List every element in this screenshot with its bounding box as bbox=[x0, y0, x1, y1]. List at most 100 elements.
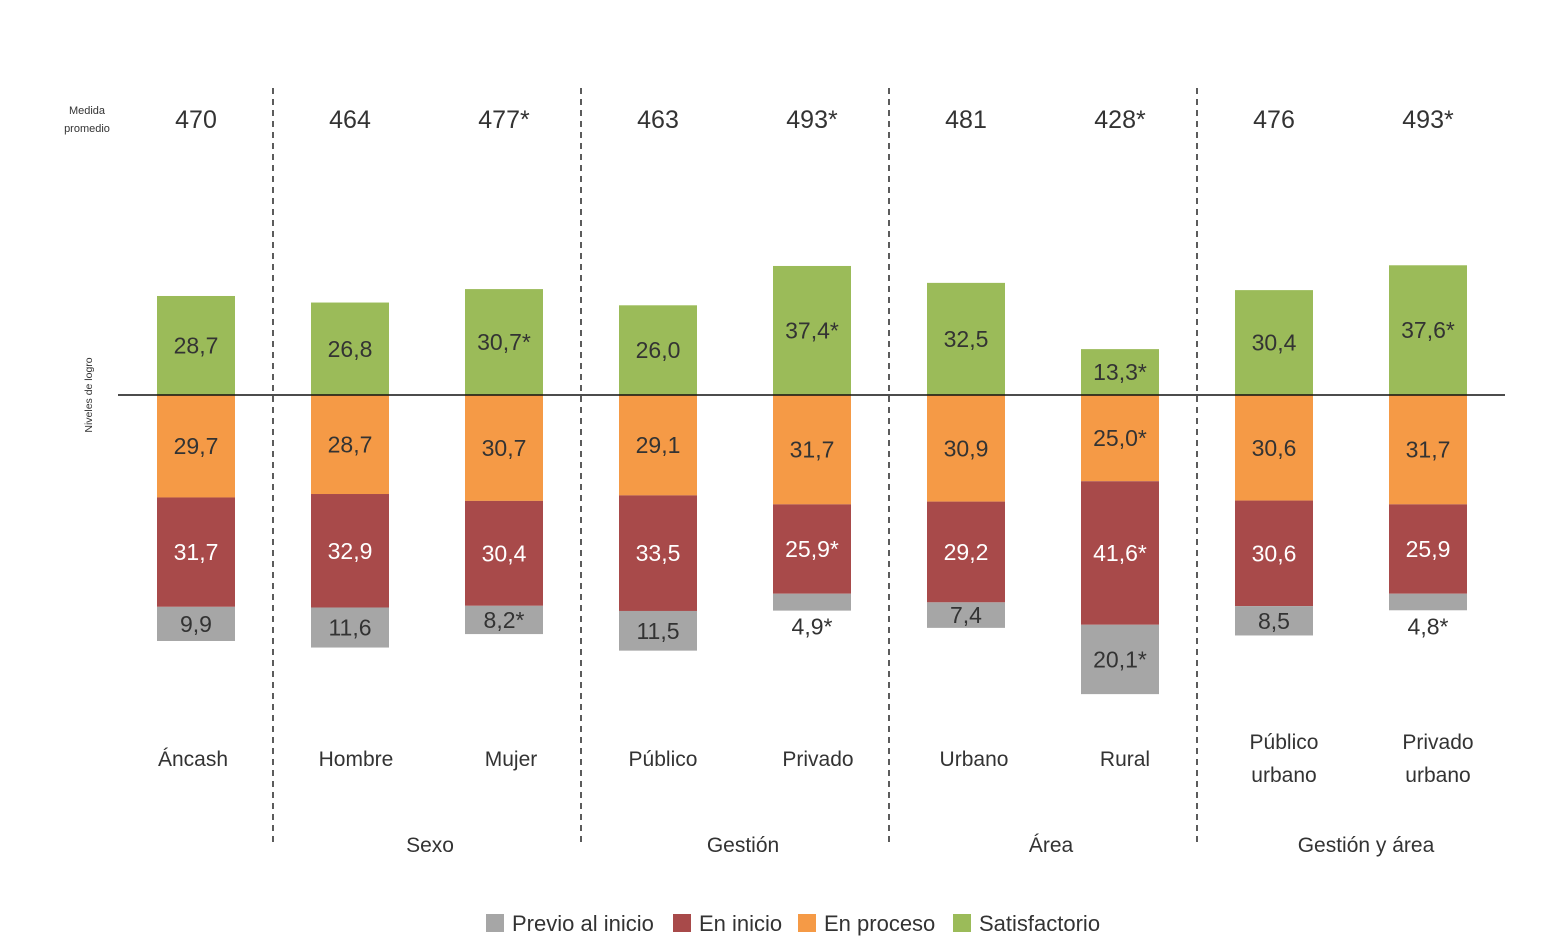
bar-satisfactorio bbox=[773, 265, 851, 395]
bar-label-satisfactorio: 30,7* bbox=[477, 329, 531, 355]
mean-score-value: 470 bbox=[175, 106, 217, 134]
bar-en-proceso bbox=[465, 395, 543, 501]
category-label: Áncash bbox=[158, 748, 228, 771]
category-label: Urbano bbox=[940, 748, 1009, 771]
bar-previo-al-inicio bbox=[465, 605, 543, 635]
bar-label-en-proceso: 31,7 bbox=[790, 437, 835, 463]
bar-label-previo-al-inicio: 7,4 bbox=[950, 602, 982, 628]
category-label: urbano bbox=[1251, 764, 1316, 787]
bar-satisfactorio bbox=[157, 295, 235, 395]
bar-en-inicio bbox=[927, 501, 1005, 603]
bar-label-satisfactorio: 26,0 bbox=[636, 337, 681, 363]
bar-en-proceso bbox=[1235, 395, 1313, 501]
mean-score-value: 481 bbox=[945, 106, 987, 134]
bar-satisfactorio bbox=[311, 302, 389, 395]
group-label: Gestión bbox=[707, 834, 779, 857]
mean-score-value: 493* bbox=[1402, 106, 1454, 134]
bar-satisfactorio bbox=[1235, 290, 1313, 395]
bar-previo-al-inicio bbox=[311, 607, 389, 648]
bar-label-en-proceso: 29,1 bbox=[636, 432, 681, 458]
bar-label-satisfactorio: 37,4* bbox=[785, 317, 839, 343]
category-label: Rural bbox=[1100, 748, 1150, 771]
bar-label-en-proceso: 30,9 bbox=[944, 435, 989, 461]
bar-en-proceso bbox=[619, 395, 697, 496]
bar-en-inicio bbox=[1081, 481, 1159, 625]
bar-en-inicio bbox=[157, 497, 235, 607]
bar-en-inicio bbox=[311, 494, 389, 608]
bar-en-inicio bbox=[773, 504, 851, 594]
bar-label-previo-al-inicio: 4,8* bbox=[1408, 613, 1449, 639]
bar-en-inicio bbox=[1235, 500, 1313, 607]
bar-en-inicio bbox=[465, 500, 543, 606]
mean-score-value: 428* bbox=[1094, 106, 1146, 134]
bar-label-previo-al-inicio: 8,2* bbox=[484, 607, 525, 633]
bar-satisfactorio bbox=[1081, 349, 1159, 395]
bar-satisfactorio bbox=[619, 305, 697, 395]
category-label: Privado bbox=[1402, 731, 1473, 754]
bar-label-en-inicio: 41,6* bbox=[1093, 540, 1147, 566]
bar-label-satisfactorio: 30,4 bbox=[1252, 330, 1297, 356]
mean-score-value: 476 bbox=[1253, 106, 1295, 134]
legend-label: En inicio bbox=[699, 911, 782, 936]
bar-label-en-inicio: 25,9 bbox=[1406, 536, 1451, 562]
bar-label-previo-al-inicio: 20,1* bbox=[1093, 646, 1147, 672]
mean-score-value: 477* bbox=[478, 106, 530, 134]
bar-label-en-proceso: 30,6 bbox=[1252, 435, 1297, 461]
bar-previo-al-inicio bbox=[619, 610, 697, 651]
bar-label-satisfactorio: 28,7 bbox=[174, 332, 219, 358]
bar-satisfactorio bbox=[465, 289, 543, 395]
bar-label-en-inicio: 33,5 bbox=[636, 540, 681, 566]
bar-en-proceso bbox=[1081, 395, 1159, 482]
bar-label-satisfactorio: 37,6* bbox=[1401, 317, 1455, 343]
mean-score-value: 463 bbox=[637, 106, 679, 134]
bar-en-inicio bbox=[1389, 504, 1467, 594]
legend-label: Satisfactorio bbox=[979, 911, 1100, 936]
bar-en-proceso bbox=[773, 395, 851, 505]
bar-en-inicio bbox=[619, 495, 697, 611]
bar-label-en-inicio: 29,2 bbox=[944, 539, 989, 565]
bar-previo-al-inicio bbox=[927, 602, 1005, 628]
category-label: urbano bbox=[1405, 764, 1470, 787]
bar-label-satisfactorio: 32,5 bbox=[944, 326, 989, 352]
legend-swatch bbox=[953, 914, 971, 932]
category-label: Público bbox=[1250, 731, 1319, 754]
mean-score-value: 464 bbox=[329, 106, 371, 134]
legend-swatch bbox=[798, 914, 816, 932]
bar-label-previo-al-inicio: 8,5 bbox=[1258, 608, 1290, 634]
category-label: Mujer bbox=[485, 748, 538, 771]
bar-label-previo-al-inicio: 9,9 bbox=[180, 611, 212, 637]
mean-score-label: Medida bbox=[69, 105, 106, 117]
mean-score-value: 493* bbox=[786, 106, 838, 134]
group-label: Área bbox=[1029, 834, 1074, 857]
group-label: Gestión y área bbox=[1298, 834, 1435, 857]
bar-previo-al-inicio bbox=[1389, 593, 1467, 611]
legend-swatch bbox=[673, 914, 691, 932]
bar-label-en-proceso: 25,0* bbox=[1093, 425, 1147, 451]
bar-label-previo-al-inicio: 11,5 bbox=[636, 618, 679, 644]
mean-score-label: promedio bbox=[64, 123, 110, 135]
y-axis-label: Niveles de logro bbox=[83, 357, 95, 432]
legend-label: En proceso bbox=[824, 911, 935, 936]
bar-satisfactorio bbox=[927, 282, 1005, 395]
bar-label-en-inicio: 30,6 bbox=[1252, 540, 1297, 566]
category-label: Privado bbox=[782, 748, 853, 771]
bar-en-proceso bbox=[1389, 395, 1467, 505]
bar-previo-al-inicio bbox=[773, 593, 851, 611]
bar-previo-al-inicio bbox=[157, 606, 235, 641]
bar-en-proceso bbox=[927, 395, 1005, 502]
bar-previo-al-inicio bbox=[1081, 624, 1159, 695]
legend-swatch bbox=[486, 914, 504, 932]
category-label: Hombre bbox=[319, 748, 394, 771]
bar-label-en-inicio: 32,9 bbox=[328, 538, 373, 564]
legend-label: Previo al inicio bbox=[512, 911, 654, 936]
bar-label-en-proceso: 30,7 bbox=[482, 435, 527, 461]
bar-label-en-proceso: 29,7 bbox=[174, 433, 219, 459]
bar-label-en-inicio: 25,9* bbox=[785, 536, 839, 562]
bar-satisfactorio bbox=[1389, 265, 1467, 395]
bar-en-proceso bbox=[311, 395, 389, 495]
bar-label-previo-al-inicio: 4,9* bbox=[792, 614, 833, 640]
bar-en-proceso bbox=[157, 395, 235, 498]
bar-label-satisfactorio: 26,8 bbox=[328, 336, 373, 362]
bar-previo-al-inicio bbox=[1235, 606, 1313, 636]
